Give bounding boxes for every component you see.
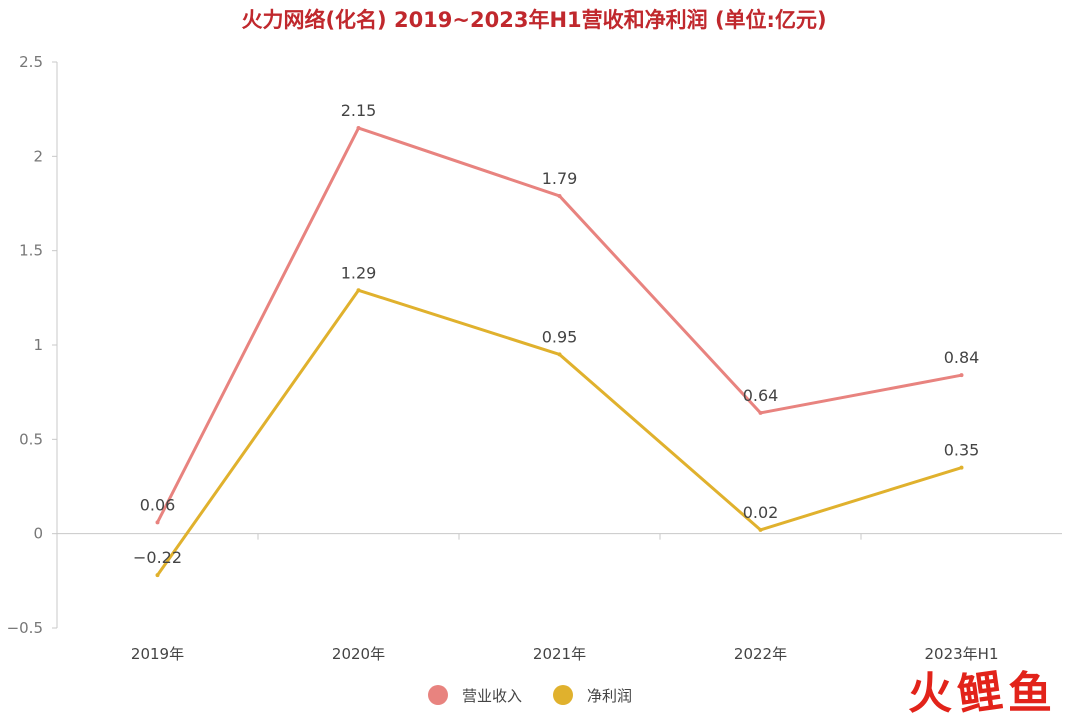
chart-title: 火力网络(化名) 2019~2023年H1营收和净利润 (单位:亿元) [241, 8, 826, 32]
data-label: 1.79 [542, 169, 578, 188]
data-label: 0.84 [944, 348, 980, 367]
data-point [155, 573, 160, 578]
watermark-logo: 火鲤鱼 [908, 665, 1052, 715]
data-label: 0.95 [542, 327, 578, 346]
x-axis-tick-label: 2021年 [533, 645, 586, 663]
legend-marker [428, 685, 448, 705]
x-axis-tick-label: 2019年 [131, 645, 184, 663]
data-point [758, 527, 763, 532]
y-axis-tick-label: 0 [33, 525, 43, 543]
y-axis-tick-label: 1 [33, 336, 43, 354]
x-axis-tick-label: 2020年 [332, 645, 385, 663]
data-point [557, 193, 562, 198]
data-label: 0.35 [944, 441, 980, 460]
watermark-char: 火 [908, 668, 952, 715]
y-axis-tick-label: 0.5 [19, 430, 43, 448]
data-point [155, 520, 160, 525]
y-axis-tick-label: −0.5 [7, 619, 43, 637]
y-axis-ticks: 2.5 2 1.5 1 0.5 0 −0.5 [7, 53, 57, 637]
data-label: 0.06 [140, 495, 176, 514]
x-axis-tick-label: 2022年 [734, 645, 787, 663]
y-axis-tick-label: 2.5 [19, 53, 43, 71]
legend-label: 营业收入 [462, 687, 522, 705]
x-axis-tick-label: 2023年H1 [925, 645, 999, 663]
x-axis-ticks: 2019年 2020年 2021年 2022年 2023年H1 [131, 645, 999, 663]
watermark-char: 鱼 [1008, 668, 1052, 715]
data-label: 0.64 [743, 386, 779, 405]
watermark-char: 鲤 [955, 665, 1006, 715]
data-point [557, 352, 562, 357]
data-label: −0.22 [133, 548, 182, 567]
data-point [356, 288, 361, 293]
data-label: 1.29 [341, 263, 377, 282]
data-label: 2.15 [341, 101, 377, 120]
data-labels: 0.06 2.15 1.79 0.64 0.84 −0.22 1.29 0.95 0.02 0.3… [133, 101, 979, 567]
data-point [758, 410, 763, 415]
data-point [356, 126, 361, 131]
y-axis-tick-label: 1.5 [19, 242, 43, 260]
data-label: 0.02 [743, 503, 779, 522]
legend-label: 净利润 [587, 687, 632, 705]
data-point [959, 465, 964, 470]
legend-marker [553, 685, 573, 705]
legend: 营业收入 净利润 [428, 685, 632, 705]
series-layer [155, 126, 964, 578]
y-axis-tick-label: 2 [33, 147, 43, 165]
data-point [959, 373, 964, 378]
